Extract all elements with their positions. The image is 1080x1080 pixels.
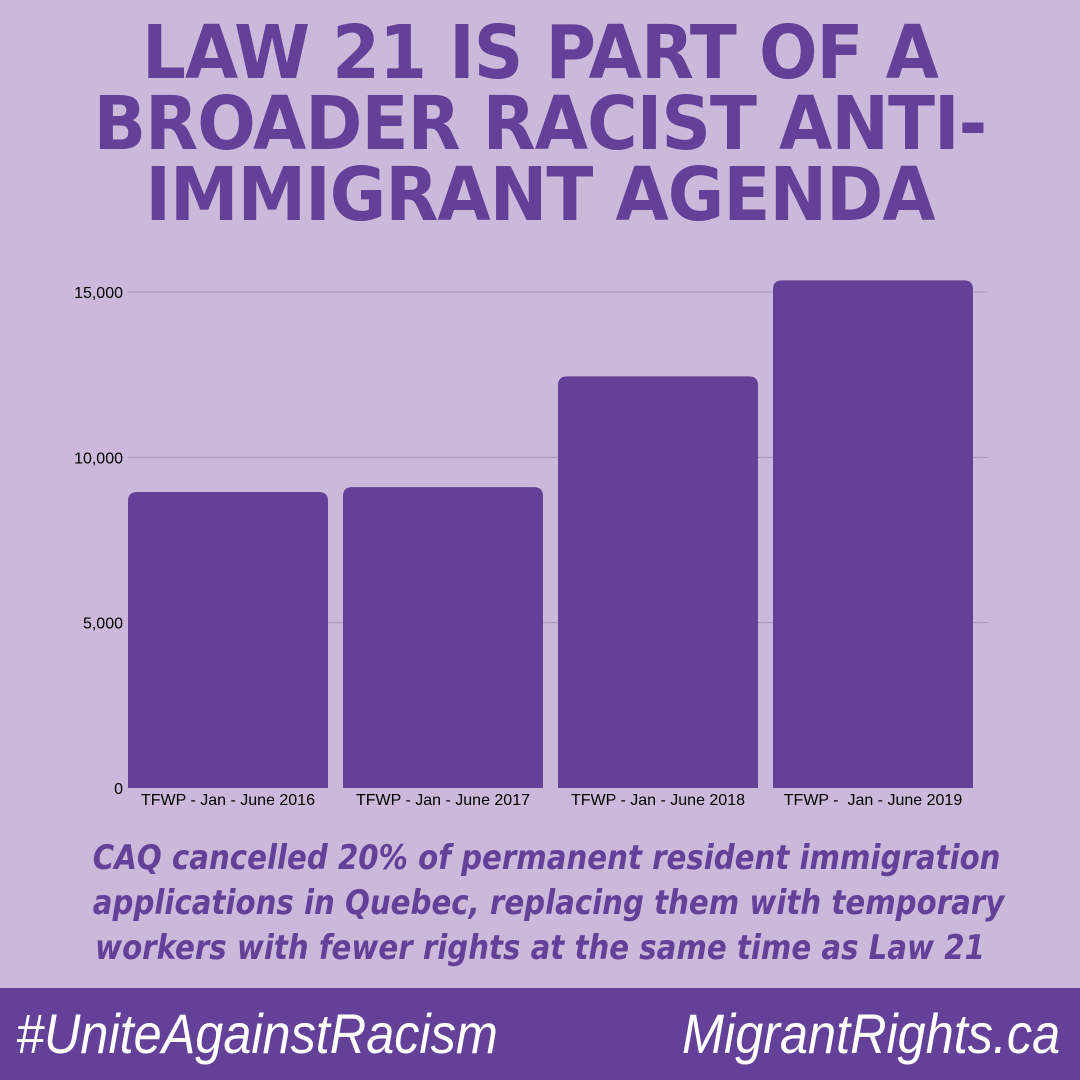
- caption-line-1: CAQ cancelled 20% of permanent resident …: [92, 838, 1001, 878]
- y-tick-label: 15,000: [74, 285, 123, 302]
- bar: [773, 280, 973, 788]
- bars: [128, 280, 973, 788]
- caption-line-2: applications in Quebec, replacing them w…: [92, 883, 1005, 923]
- x-axis-ticks: TFWP - Jan - June 2016 TFWP - Jan - June …: [141, 792, 962, 809]
- bar: [558, 376, 758, 788]
- bar: [343, 487, 543, 788]
- headline: LAW 21 IS PART OF A BROADER RACIST ANTI-…: [0, 10, 1080, 238]
- x-tick-label: TFWP - Jan - June 2019: [784, 792, 963, 809]
- headline-line-2: BROADER RACIST ANTI-: [93, 81, 988, 167]
- y-tick-label: 5,000: [83, 616, 123, 633]
- caption-line-3: workers with fewer rights at the same ti…: [95, 928, 985, 968]
- x-tick-label: TFWP - Jan - June 2018: [571, 792, 745, 809]
- footer-banner: #UniteAgainstRacism MigrantRights.ca: [0, 988, 1080, 1080]
- x-tick-label: TFWP - Jan - June 2016: [141, 792, 315, 809]
- y-tick-label: 10,000: [74, 450, 123, 467]
- bar: [128, 492, 328, 788]
- y-axis-ticks: 0 5,000 10,000 15,000: [74, 285, 123, 798]
- headline-line-3: IMMIGRANT AGENDA: [145, 152, 935, 238]
- y-tick-label: 0: [114, 781, 123, 798]
- bar-chart: 0 5,000 10,000 15,000 TFWP - Jan - June 201…: [74, 280, 988, 809]
- website-link[interactable]: MigrantRights.ca: [681, 1002, 1060, 1065]
- hashtag: #UniteAgainstRacism: [16, 1002, 498, 1065]
- caption: CAQ cancelled 20% of permanent resident …: [20, 836, 1060, 971]
- headline-line-1: LAW 21 IS PART OF A: [141, 10, 939, 96]
- x-tick-label: TFWP - Jan - June 2017: [356, 792, 530, 809]
